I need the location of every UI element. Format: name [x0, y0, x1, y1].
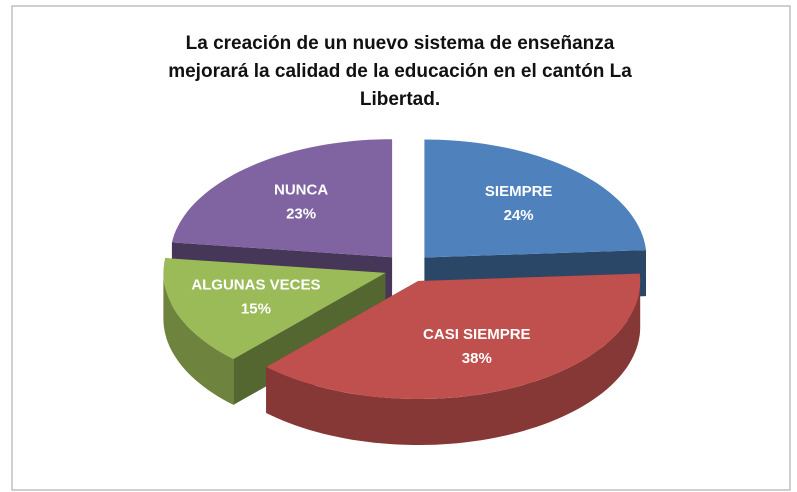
- data-label-category: NUNCA: [274, 181, 328, 198]
- data-label-category: CASI SIEMPRE: [423, 326, 531, 343]
- data-label-value: 23%: [286, 205, 316, 222]
- data-label-value: 38%: [462, 350, 492, 367]
- slice: [163, 258, 386, 359]
- slice-wall: [266, 281, 641, 445]
- data-label-value: 15%: [241, 301, 271, 318]
- data-label-value: 24%: [504, 207, 534, 224]
- data-label-category: SIEMPRE: [485, 183, 553, 200]
- chart-title: La creación de un nuevo sistema de enseñ…: [168, 33, 632, 110]
- slice: [266, 273, 641, 399]
- data-label-category: ALGUNAS VECES: [191, 277, 320, 294]
- slice: [171, 139, 393, 258]
- slice-wall: [163, 272, 234, 405]
- slice: [424, 139, 646, 258]
